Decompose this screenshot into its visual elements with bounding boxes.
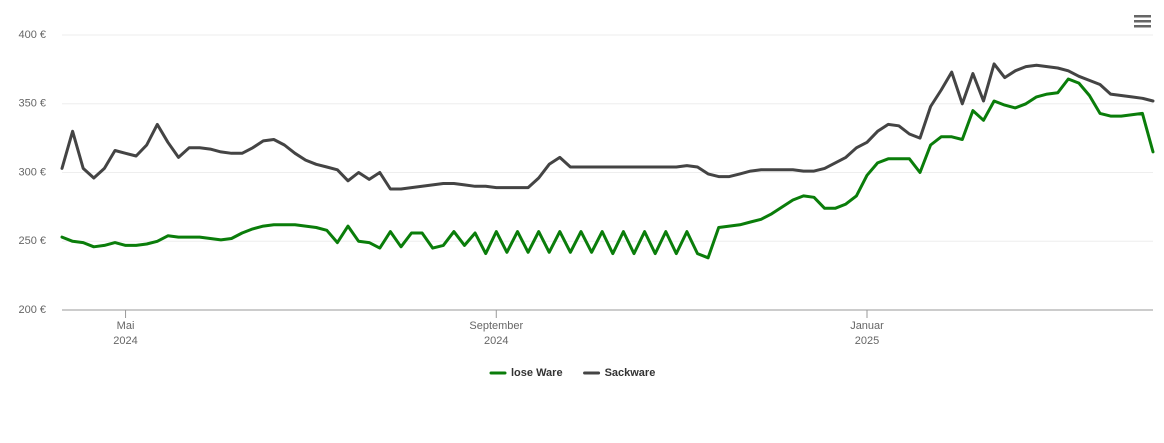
menu-icon[interactable] (1134, 15, 1151, 28)
x-tick-label: 2024 (484, 335, 508, 347)
x-tick-label: September (469, 320, 523, 332)
legend-label: Sackware (605, 367, 656, 379)
x-tick-label: Mai (117, 320, 135, 332)
y-tick-label: 350 € (18, 98, 46, 110)
series-line (60, 77, 1155, 260)
x-tick-label: 2024 (113, 335, 137, 347)
menu-bar (1134, 20, 1151, 23)
y-tick-label: 200 € (18, 304, 46, 316)
legend-label: lose Ware (511, 367, 563, 379)
menu-bar (1134, 15, 1151, 18)
legend-item[interactable]: lose Ware (489, 367, 563, 379)
y-tick-label: 400 € (18, 29, 46, 41)
y-tick-label: 250 € (18, 235, 46, 247)
series-line (60, 62, 1155, 191)
x-tick-label: 2025 (855, 335, 879, 347)
legend: lose Ware Sackware (489, 367, 656, 379)
y-tick-label: 300 € (18, 166, 46, 178)
x-tick-label: Januar (850, 320, 884, 332)
legend-item[interactable]: Sackware (583, 367, 656, 379)
menu-bar (1134, 25, 1151, 28)
